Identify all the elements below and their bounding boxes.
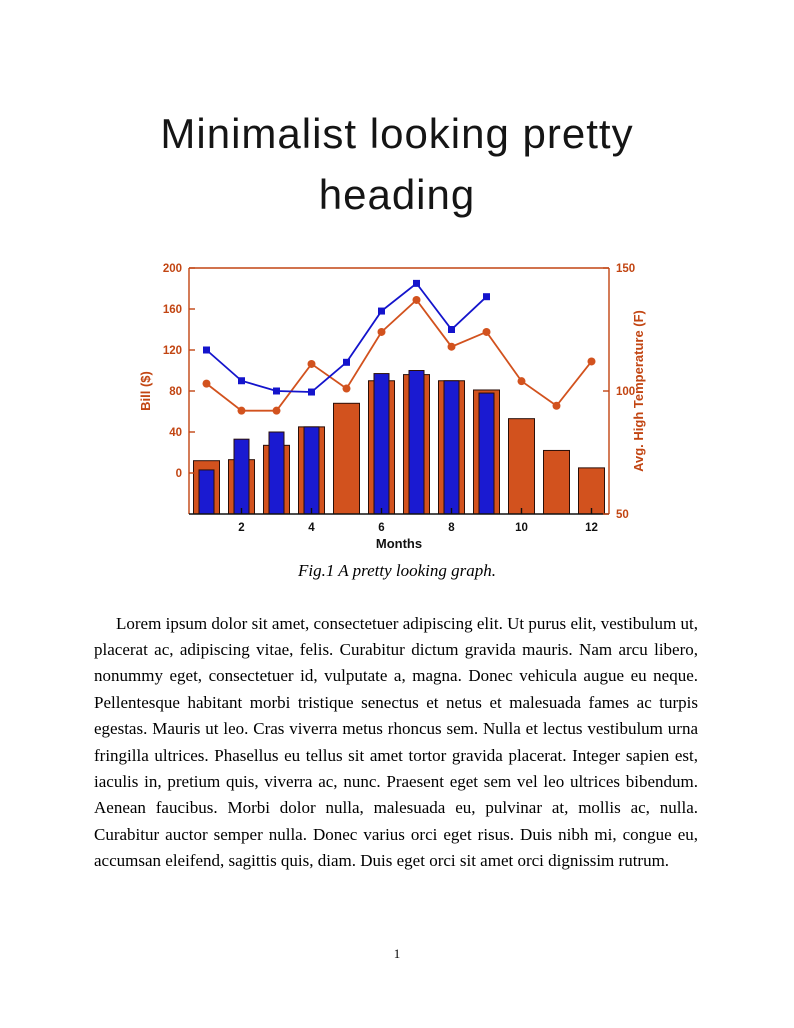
body-paragraph: Lorem ipsum dolor sit amet, consectetuer… — [94, 613, 698, 870]
figure-caption: Fig.1 A pretty looking graph. — [297, 560, 496, 580]
svg-text:6: 6 — [378, 522, 384, 534]
svg-text:Months: Months — [376, 536, 422, 551]
figure: 0 40 80 120 160 200 50 100 150 2 4 6 8 10 12 Bill ($) Av… — [0, 258, 794, 581]
svg-text:120: 120 — [163, 345, 182, 357]
dual-axis-bar-line-chart: 0 40 80 120 160 200 50 100 150 2 4 6 8 10 12 Bill ($) Av… — [139, 263, 646, 551]
page-number: 1 — [393, 946, 401, 961]
svg-text:200: 200 — [163, 263, 182, 275]
svg-text:40: 40 — [169, 427, 182, 439]
svg-text:12: 12 — [585, 522, 598, 534]
svg-text:0: 0 — [176, 468, 182, 480]
svg-text:100: 100 — [616, 386, 635, 398]
page-title-line-2: heading — [318, 170, 476, 218]
svg-text:Bill ($): Bill ($) — [139, 371, 153, 411]
svg-text:80: 80 — [169, 386, 182, 398]
svg-text:Avg. High Temperature (F): Avg. High Temperature (F) — [631, 310, 646, 472]
svg-text:4: 4 — [308, 522, 315, 534]
page-title: Minimalist looking pretty heading — [60, 104, 734, 226]
page-title-line-1: Minimalist looking pretty — [160, 110, 634, 157]
svg-text:2: 2 — [238, 522, 244, 534]
svg-text:150: 150 — [616, 263, 635, 275]
svg-text:160: 160 — [163, 304, 182, 316]
svg-text:50: 50 — [616, 509, 629, 521]
svg-text:10: 10 — [515, 522, 528, 534]
svg-text:8: 8 — [448, 522, 455, 534]
